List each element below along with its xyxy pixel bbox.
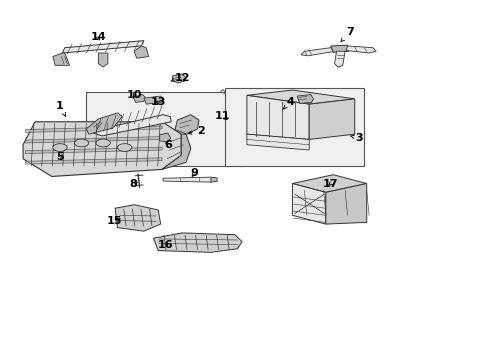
- Polygon shape: [172, 74, 185, 83]
- Polygon shape: [246, 134, 308, 150]
- Polygon shape: [292, 175, 366, 192]
- Bar: [86, 92, 244, 166]
- Text: 13: 13: [150, 98, 165, 107]
- Polygon shape: [153, 233, 242, 252]
- Polygon shape: [134, 46, 148, 58]
- Text: 14: 14: [90, 32, 106, 42]
- Text: 3: 3: [349, 133, 363, 143]
- Polygon shape: [143, 96, 163, 104]
- Polygon shape: [246, 90, 354, 104]
- Bar: [225, 88, 364, 166]
- Polygon shape: [330, 45, 348, 52]
- Polygon shape: [53, 53, 69, 66]
- Polygon shape: [162, 134, 190, 170]
- Polygon shape: [334, 51, 345, 67]
- Ellipse shape: [96, 139, 110, 147]
- Polygon shape: [25, 136, 162, 143]
- Text: 11: 11: [215, 112, 230, 121]
- Text: 10: 10: [126, 90, 142, 100]
- Polygon shape: [160, 133, 170, 142]
- Text: 2: 2: [188, 126, 205, 136]
- Text: 15: 15: [106, 216, 122, 226]
- Text: 16: 16: [157, 240, 173, 250]
- Polygon shape: [25, 158, 162, 164]
- Text: 9: 9: [190, 168, 198, 178]
- Text: 6: 6: [163, 140, 171, 150]
- Text: 1: 1: [56, 101, 65, 116]
- Polygon shape: [115, 205, 160, 231]
- Text: 12: 12: [171, 73, 189, 83]
- Text: 7: 7: [340, 27, 353, 42]
- Text: 5: 5: [56, 152, 63, 162]
- Text: 4: 4: [283, 98, 293, 109]
- Polygon shape: [86, 113, 122, 134]
- Polygon shape: [175, 115, 199, 134]
- Polygon shape: [62, 41, 143, 53]
- Polygon shape: [133, 94, 145, 102]
- Polygon shape: [292, 184, 325, 224]
- Ellipse shape: [74, 139, 89, 147]
- Polygon shape: [346, 46, 375, 53]
- Polygon shape: [325, 184, 366, 224]
- Polygon shape: [25, 126, 162, 132]
- Polygon shape: [297, 95, 313, 103]
- Text: 17: 17: [323, 179, 338, 189]
- Polygon shape: [163, 177, 213, 182]
- Polygon shape: [25, 147, 162, 154]
- Polygon shape: [308, 99, 354, 139]
- Polygon shape: [301, 48, 332, 56]
- Ellipse shape: [117, 144, 132, 152]
- Polygon shape: [246, 95, 308, 139]
- Ellipse shape: [53, 144, 67, 152]
- Polygon shape: [210, 177, 217, 182]
- Polygon shape: [93, 115, 171, 136]
- Polygon shape: [23, 122, 181, 176]
- Polygon shape: [98, 53, 108, 67]
- Text: 8: 8: [129, 179, 137, 189]
